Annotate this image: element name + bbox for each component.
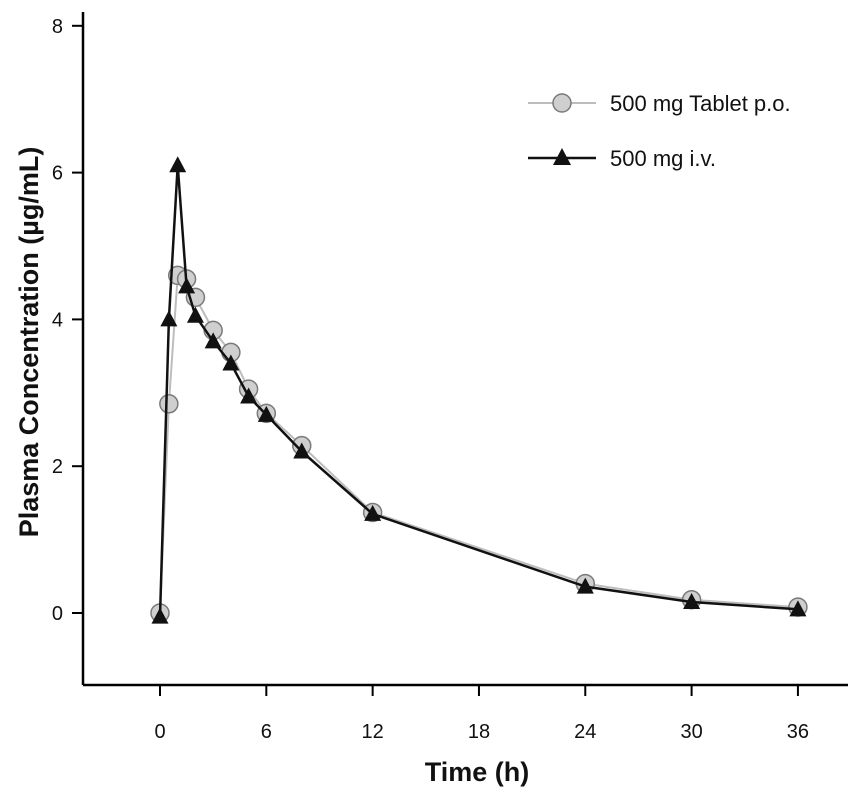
data-point-triangle bbox=[178, 277, 196, 294]
data-point-triangle bbox=[293, 442, 311, 459]
y-tick-label: 0 bbox=[52, 603, 63, 625]
x-tick-label: 30 bbox=[680, 721, 702, 743]
y-tick-label: 6 bbox=[52, 163, 63, 185]
x-tick-label: 0 bbox=[154, 721, 165, 743]
x-tick-label: 18 bbox=[468, 721, 490, 743]
data-point-triangle bbox=[160, 310, 178, 327]
x-tick-label: 6 bbox=[261, 721, 272, 743]
data-point-triangle bbox=[151, 607, 169, 624]
legend-item-iv: 500 mg i.v. bbox=[528, 146, 716, 171]
series-iv bbox=[151, 156, 807, 624]
legend-label-iv: 500 mg i.v. bbox=[610, 146, 716, 171]
data-point-triangle bbox=[186, 306, 204, 323]
data-point-circle bbox=[159, 394, 179, 414]
legend: 500 mg Tablet p.o. 500 mg i.v. bbox=[528, 91, 791, 171]
series-tablet bbox=[150, 265, 808, 623]
axes bbox=[81, 12, 848, 687]
data-point-triangle bbox=[169, 156, 187, 173]
data-point-triangle bbox=[204, 332, 222, 349]
y-tick-label: 2 bbox=[52, 456, 63, 478]
x-tick-label: 36 bbox=[787, 721, 809, 743]
series-line bbox=[158, 164, 798, 617]
legend-label-tablet: 500 mg Tablet p.o. bbox=[610, 91, 791, 116]
data-point-triangle bbox=[257, 405, 275, 422]
series-line bbox=[159, 274, 798, 614]
data-point-triangle bbox=[683, 592, 701, 609]
y-tick-label: 8 bbox=[52, 16, 63, 38]
data-point-triangle bbox=[576, 577, 594, 594]
legend-item-tablet: 500 mg Tablet p.o. bbox=[528, 91, 791, 116]
y-tick-label: 4 bbox=[52, 309, 63, 331]
x-tick-label: 24 bbox=[574, 721, 596, 743]
legend-circle-icon bbox=[552, 93, 572, 113]
data-point-triangle bbox=[789, 600, 807, 617]
data-point-triangle bbox=[240, 387, 258, 404]
legend-triangle-icon bbox=[553, 148, 571, 165]
data-point-triangle bbox=[364, 504, 382, 521]
x-axis-title: Time (h) bbox=[425, 757, 530, 787]
data-point-triangle bbox=[222, 354, 240, 371]
y-axis-title: Plasma Concentration (µg/mL) bbox=[14, 147, 44, 538]
series-layer bbox=[150, 156, 808, 624]
x-tick-label: 12 bbox=[362, 721, 384, 743]
